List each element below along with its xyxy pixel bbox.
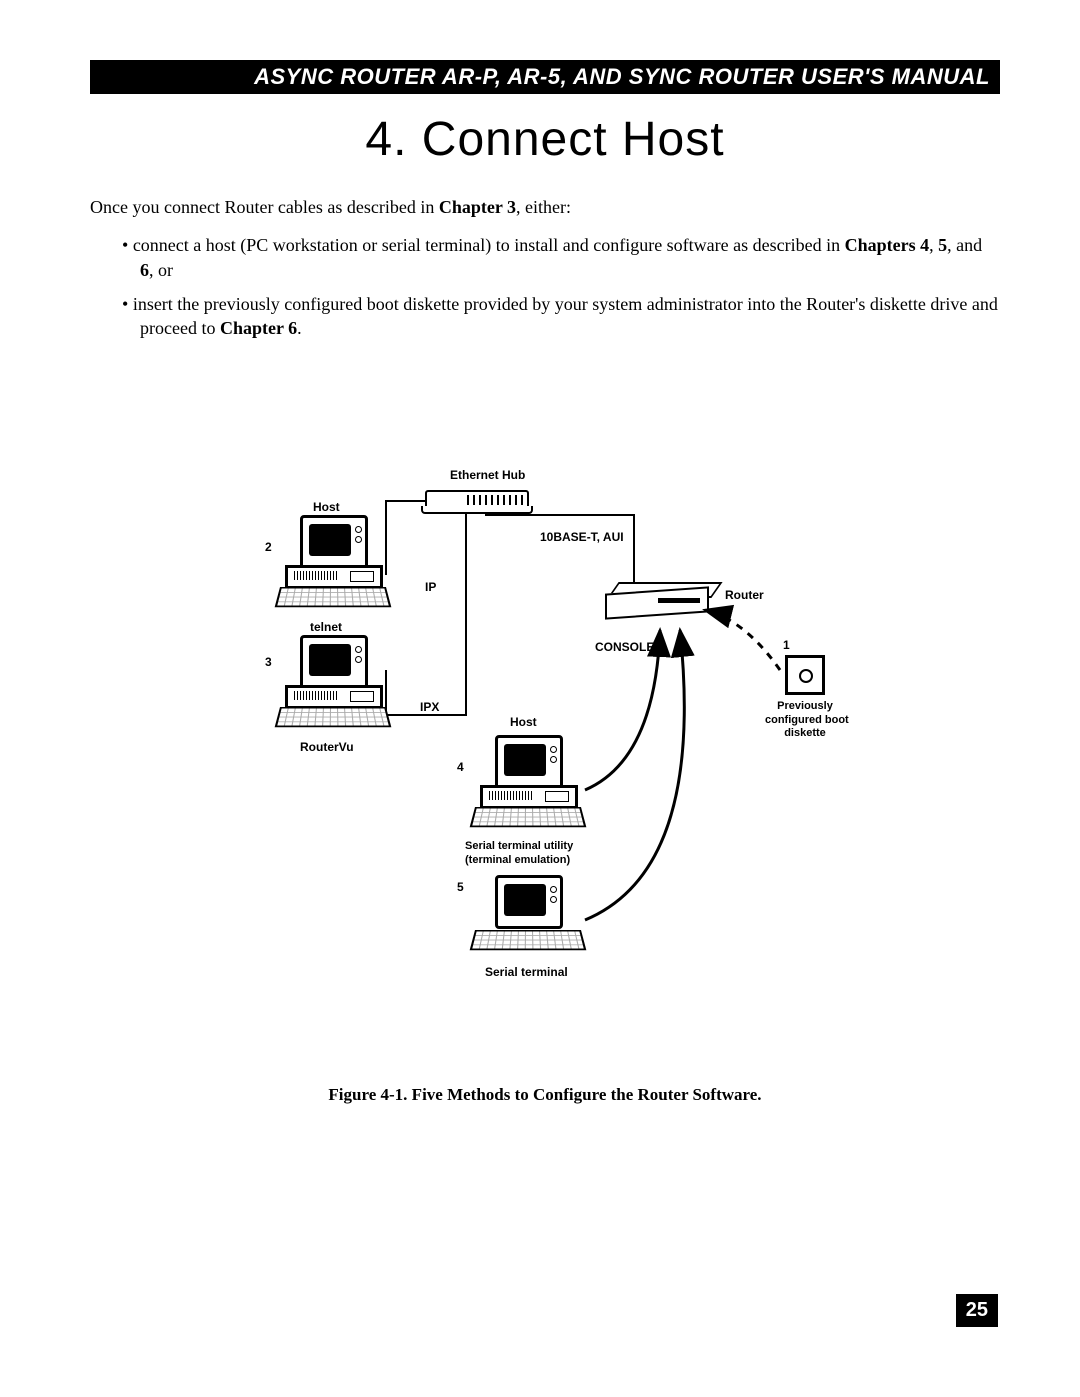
b1-mid2: , and	[947, 235, 982, 255]
b1-mid1: ,	[929, 235, 938, 255]
label-3: 3	[265, 655, 272, 669]
page-number: 25	[956, 1294, 998, 1327]
intro-suffix: , either:	[516, 197, 571, 217]
intro-bold: Chapter 3	[439, 197, 516, 217]
keyboard-icon	[275, 587, 392, 607]
host-computer-icon	[280, 515, 390, 610]
label-router: Router	[725, 588, 764, 602]
b1-bold2: 5	[938, 235, 947, 255]
label-1: 1	[783, 638, 790, 652]
ethernet-hub-base-icon	[421, 506, 533, 514]
label-telnet: telnet	[310, 620, 342, 634]
header-bar: ASYNC ROUTER AR-P, AR-5, AND SYNC ROUTER…	[90, 60, 1000, 94]
label-4: 4	[457, 760, 464, 774]
page: ASYNC ROUTER AR-P, AR-5, AND SYNC ROUTER…	[0, 0, 1080, 1397]
diagram: Ethernet Hub Host 2 IP telnet 3 IPX Rout…	[225, 460, 865, 1040]
b1-bold3: 6	[140, 260, 149, 280]
wire-icon	[385, 500, 427, 502]
label-ip: IP	[425, 580, 436, 594]
keyboard-icon	[470, 930, 587, 950]
keyboard-icon	[275, 707, 392, 727]
wire-icon	[465, 514, 467, 714]
cpu-icon	[285, 685, 383, 709]
cpu-icon	[480, 785, 578, 809]
label-serial-terminal: Serial terminal	[485, 965, 568, 979]
bullet-item-2: insert the previously configured boot di…	[122, 292, 1000, 341]
intro-prefix: Once you connect Router cables as descri…	[90, 197, 439, 217]
wire-icon	[485, 514, 635, 516]
label-2: 2	[265, 540, 272, 554]
figure-caption: Figure 4-1. Five Methods to Configure th…	[90, 1085, 1000, 1105]
label-host-top: Host	[313, 500, 340, 514]
label-serial-util: Serial terminal utility (terminal emulat…	[465, 840, 573, 866]
label-diskette: Previously configured boot diskette	[765, 700, 845, 740]
monitor-icon	[495, 875, 563, 929]
label-10base: 10BASE-T, AUI	[540, 530, 624, 544]
b1-post: , or	[149, 260, 173, 280]
monitor-icon	[495, 735, 563, 789]
router-icon	[605, 580, 720, 620]
intro-paragraph: Once you connect Router cables as descri…	[90, 195, 1000, 219]
cpu-icon	[285, 565, 383, 589]
b1-bold: Chapters 4	[845, 235, 930, 255]
label-5: 5	[457, 880, 464, 894]
label-ethernet-hub: Ethernet Hub	[450, 468, 525, 482]
wire-icon	[385, 714, 467, 716]
bullet-item-1: connect a host (PC workstation or serial…	[122, 233, 1000, 282]
label-routervu: RouterVu	[300, 740, 354, 754]
label-host-mid: Host	[510, 715, 537, 729]
monitor-icon	[300, 515, 368, 569]
b2-bold: Chapter 6	[220, 318, 297, 338]
host-computer-icon	[280, 635, 390, 730]
label-ipx: IPX	[420, 700, 439, 714]
wire-icon	[633, 514, 635, 582]
chapter-title: 4. Connect Host	[90, 112, 1000, 167]
keyboard-icon	[470, 807, 587, 827]
b1-pre: connect a host (PC workstation or serial…	[133, 235, 845, 255]
host-computer-icon	[475, 735, 585, 830]
serial-terminal-icon	[475, 875, 585, 955]
label-console: CONSOLE	[595, 640, 654, 654]
monitor-icon	[300, 635, 368, 689]
bullet-list: connect a host (PC workstation or serial…	[122, 233, 1000, 340]
diskette-icon	[785, 655, 825, 695]
b2-post: .	[297, 318, 302, 338]
